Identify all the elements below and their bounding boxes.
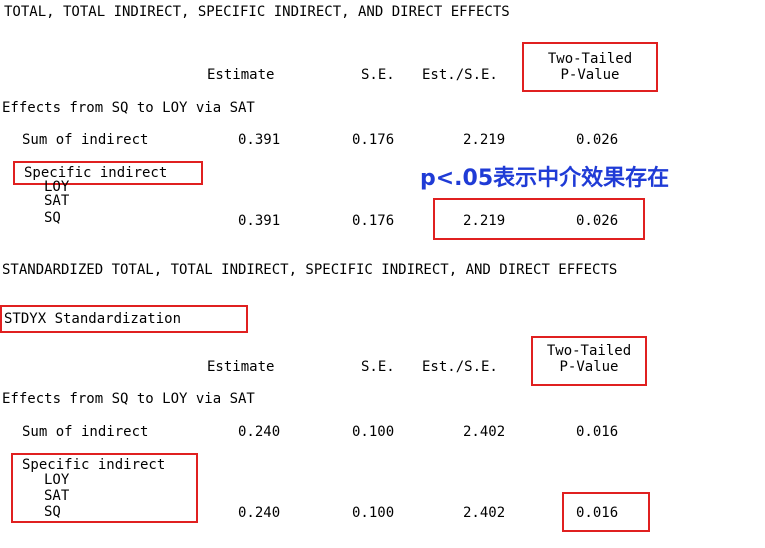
std-pvalue-header-line2: P-Value <box>559 359 619 375</box>
std-sum-indirect-se: 0.100 <box>352 424 395 440</box>
stdyx-label: STDYX Standardization <box>4 311 182 327</box>
heading-total-effects: TOTAL, TOTAL INDIRECT, SPECIFIC INDIRECT… <box>4 4 510 20</box>
std-pvalue-header-highlight <box>531 336 647 386</box>
std-path-var-sq: SQ <box>44 504 61 520</box>
std-specific-indirect-highlight <box>11 453 198 523</box>
path-var-sat: SAT <box>44 193 70 209</box>
std-col-header-estimate: Estimate <box>207 359 275 375</box>
std-specific-pvalue-highlight <box>562 492 650 532</box>
std-col-header-se: S.E. <box>361 359 395 375</box>
path-var-sq: SQ <box>44 210 61 226</box>
std-specific-indirect-label: Specific indirect <box>22 457 166 473</box>
effects-title: Effects from SQ to LOY via SAT <box>2 100 255 116</box>
sum-indirect-pvalue: 0.026 <box>576 132 619 148</box>
stdyx-highlight <box>0 305 248 333</box>
sum-indirect-estimate: 0.391 <box>238 132 281 148</box>
pvalue-header-line1: Two-Tailed <box>547 51 633 67</box>
path-var-loy: LOY <box>44 179 70 195</box>
std-specific-pvalue: 0.016 <box>576 505 619 521</box>
std-sum-indirect-pvalue: 0.016 <box>576 424 619 440</box>
std-pvalue-header-line1: Two-Tailed <box>546 343 632 359</box>
col-header-est-se: Est./S.E. <box>422 67 498 83</box>
std-effects-title: Effects from SQ to LOY via SAT <box>2 391 255 407</box>
specific-stats-highlight <box>433 198 645 240</box>
sum-indirect-label: Sum of indirect <box>22 132 149 148</box>
std-sum-indirect-label: Sum of indirect <box>22 424 149 440</box>
std-specific-se: 0.100 <box>352 505 395 521</box>
sum-indirect-est-se: 2.219 <box>463 132 506 148</box>
heading-standardized-effects: STANDARDIZED TOTAL, TOTAL INDIRECT, SPEC… <box>2 262 618 278</box>
specific-estimate: 0.391 <box>238 213 281 229</box>
specific-est-se: 2.219 <box>463 213 506 229</box>
std-sum-indirect-estimate: 0.240 <box>238 424 281 440</box>
col-header-se: S.E. <box>361 67 395 83</box>
specific-se: 0.176 <box>352 213 395 229</box>
sum-indirect-se: 0.176 <box>352 132 395 148</box>
std-path-var-sat: SAT <box>44 488 70 504</box>
specific-indirect-highlight <box>13 161 203 185</box>
specific-indirect-label: Specific indirect <box>24 165 168 181</box>
annotation-note: p<.05表示中介效果存在 <box>420 166 670 191</box>
col-header-estimate: Estimate <box>207 67 275 83</box>
specific-pvalue: 0.026 <box>576 213 619 229</box>
std-specific-estimate: 0.240 <box>238 505 281 521</box>
std-col-header-est-se: Est./S.E. <box>422 359 498 375</box>
std-sum-indirect-est-se: 2.402 <box>463 424 506 440</box>
std-path-var-loy: LOY <box>44 472 70 488</box>
pvalue-header-line2: P-Value <box>560 67 620 83</box>
std-specific-est-se: 2.402 <box>463 505 506 521</box>
pvalue-header-highlight <box>522 42 658 92</box>
